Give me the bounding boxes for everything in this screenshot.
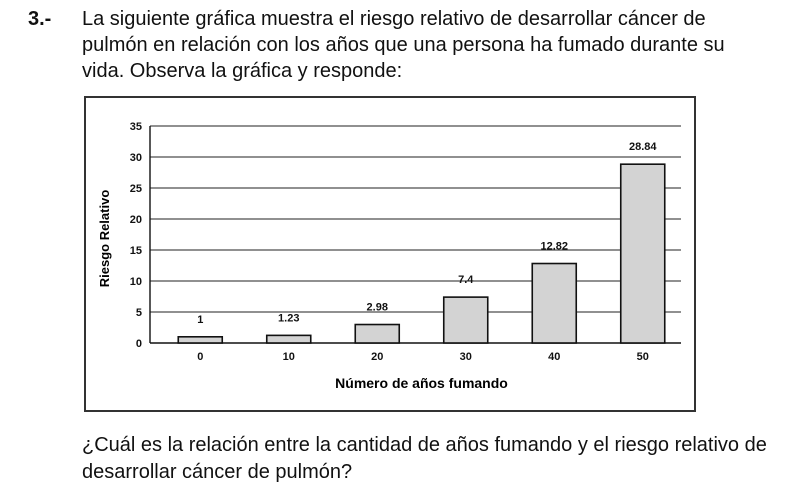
data-label: 12.82	[540, 241, 568, 253]
bar	[442, 296, 489, 344]
y-axis-label: Riesgo Relativo	[97, 190, 112, 288]
bar-chart: 1 1.23 2.98 7.4 12.82 28.84 0 5 10 15 20 25 30 35 0 10…	[97, 121, 681, 391]
data-label: 1	[197, 314, 203, 326]
question-prompt: La siguiente gráfica muestra el riesgo r…	[82, 8, 725, 82]
x-tick-label: 50	[637, 351, 649, 363]
y-tick-label: 10	[130, 276, 142, 288]
data-label: 1.23	[278, 312, 299, 324]
y-tick-label: 25	[130, 183, 142, 195]
y-tick-label: 5	[136, 307, 142, 319]
gridlines	[149, 125, 681, 344]
x-tick-label: 20	[371, 351, 383, 363]
data-label: 28.84	[629, 141, 657, 153]
x-tick-label: 30	[460, 351, 472, 363]
data-label: 7.4	[458, 274, 474, 286]
bar	[265, 334, 312, 344]
y-tick-label: 15	[130, 245, 142, 257]
y-tick-label: 30	[130, 152, 142, 164]
y-tick-label: 20	[130, 214, 142, 226]
data-label: 2.98	[367, 302, 388, 314]
x-tick-label: 0	[197, 351, 203, 363]
bars	[177, 163, 666, 344]
x-tick-label: 10	[283, 351, 295, 363]
bar	[354, 323, 401, 344]
chart-frame: 1 1.23 2.98 7.4 12.82 28.84 0 5 10 15 20 25 30 35 0 10…	[84, 96, 696, 412]
data-labels: 1 1.23 2.98 7.4 12.82 28.84	[197, 141, 657, 326]
question-number: 3.-	[28, 8, 52, 30]
y-tick-label: 0	[136, 338, 142, 350]
bar	[619, 163, 666, 344]
x-tick-label: 40	[548, 351, 560, 363]
x-axis-label: Número de años fumando	[335, 375, 508, 391]
tick-labels: 0 5 10 15 20 25 30 35 0 10 20 30 40 50	[130, 121, 649, 363]
bar	[177, 336, 224, 344]
follow-up-question: ¿Cuál es la relación entre la cantidad d…	[82, 434, 767, 483]
bar	[531, 262, 578, 344]
y-tick-label: 35	[130, 121, 142, 133]
